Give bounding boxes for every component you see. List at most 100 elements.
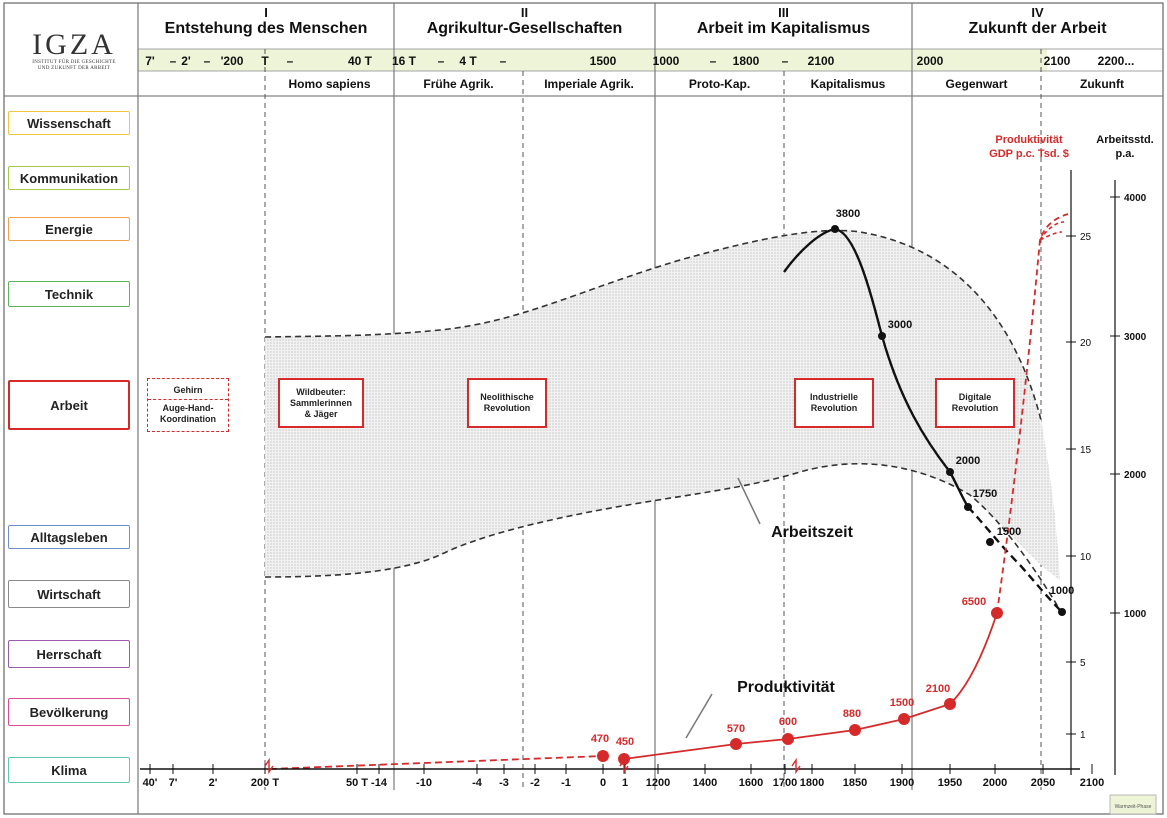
prod-label-2100: 2100 bbox=[926, 683, 950, 695]
time-row-item: 2100 bbox=[808, 54, 835, 68]
time-row-item: – bbox=[204, 54, 211, 68]
productivity-points bbox=[597, 607, 1003, 765]
era-2-title: Agrikultur-Gesellschaften bbox=[426, 20, 623, 37]
time-row-item: – bbox=[782, 54, 789, 68]
az-point-3000 bbox=[878, 332, 886, 340]
time-row-item: 40 T bbox=[348, 54, 373, 68]
bottom-tick-label: 2100 bbox=[1080, 777, 1104, 789]
category-energie: Energie bbox=[8, 217, 130, 241]
bottom-tick-label: 1700 bbox=[773, 777, 797, 789]
hours-tick-label: 3000 bbox=[1124, 332, 1147, 343]
time-row-item: – bbox=[170, 54, 177, 68]
data-labels: 470 450 570 600 880 1500 2100 6500 3800 … bbox=[591, 208, 1074, 748]
era-3-numeral: III bbox=[778, 5, 789, 20]
legend-swatch bbox=[1109, 794, 1157, 815]
time-row-item: – bbox=[287, 54, 294, 68]
bottom-tick-label: 0 bbox=[600, 777, 606, 789]
axis-break-3 bbox=[791, 757, 801, 775]
time-row-item: T bbox=[261, 54, 269, 68]
prod-tick-label: 1 bbox=[1080, 730, 1086, 741]
prod-label-600: 600 bbox=[779, 716, 797, 728]
time-row-item: 4 T bbox=[459, 54, 477, 68]
category-wirtschaft: Wirtschaft bbox=[8, 580, 130, 608]
time-row-item: 7' bbox=[145, 54, 155, 68]
time-row-item: – bbox=[710, 54, 717, 68]
time-row: 7' –2' – '200 T –40 T 16 T –4 T –1500 1000–1800–2… bbox=[145, 54, 1134, 68]
hours-tick-label: 2000 bbox=[1124, 470, 1147, 481]
arbeitszeit-label: Arbeitszeit bbox=[771, 524, 853, 541]
bottom-tick-label: 200 T bbox=[251, 777, 279, 789]
time-row-item: 16 T bbox=[392, 54, 417, 68]
bottom-tick-label: 1400 bbox=[693, 777, 717, 789]
bottom-tick-label: -14 bbox=[371, 777, 388, 789]
prod-point-570 bbox=[730, 738, 742, 750]
digitale-box: Digitale Revolution bbox=[935, 378, 1015, 428]
bottom-tick-label: 1950 bbox=[938, 777, 962, 789]
sub-period-fruehe-agrik: Frühe Agrik. bbox=[423, 77, 494, 91]
az-point-1500 bbox=[986, 538, 994, 546]
bottom-tick-label: -3 bbox=[499, 777, 509, 789]
bottom-tick-label: 1200 bbox=[646, 777, 670, 789]
productivity-axis-ticks: 25 20 15 10 5 1 bbox=[1066, 232, 1092, 741]
time-row-item: 1800 bbox=[733, 54, 760, 68]
bottom-tick-label: 2' bbox=[209, 777, 218, 789]
time-row-item: – bbox=[438, 54, 445, 68]
prod-label-6500: 6500 bbox=[962, 596, 986, 608]
productivity-future-branch-2 bbox=[1039, 231, 1063, 241]
neolithische-label-1: Neolithische bbox=[480, 392, 534, 402]
arbeitszeit-line-future bbox=[967, 506, 1063, 613]
prod-label-450: 450 bbox=[616, 736, 634, 748]
category-arbeit: Arbeit bbox=[8, 380, 130, 430]
prod-tick-label: 10 bbox=[1080, 552, 1092, 563]
igza-logo: IGZA INSTITUT FÜR DIE GESCHICHTE UND ZUK… bbox=[20, 30, 128, 72]
sub-period-kapitalismus: Kapitalismus bbox=[810, 77, 886, 91]
prod-point-1500 bbox=[898, 713, 910, 725]
arbeitszeit-band bbox=[265, 230, 1060, 580]
prod-label-470: 470 bbox=[591, 733, 609, 745]
prod-axis-title-2: GDP p.c. Tsd. $ bbox=[989, 148, 1069, 160]
prod-point-880 bbox=[849, 724, 861, 736]
bottom-tick-label: 1900 bbox=[890, 777, 914, 789]
era-1-title: Entstehung des Menschen bbox=[164, 20, 368, 37]
bottom-tick-label: 1850 bbox=[843, 777, 867, 789]
time-row-item: – bbox=[500, 54, 507, 68]
bottom-tick-label: 2050 bbox=[1031, 777, 1055, 789]
wildbeuter-label-3: & Jäger bbox=[304, 408, 338, 419]
az-label-3800: 3800 bbox=[836, 208, 860, 220]
az-point-1750 bbox=[964, 503, 972, 511]
prod-tick-label: 15 bbox=[1080, 445, 1092, 456]
time-row-item: '200 bbox=[221, 54, 244, 68]
category-klima: Klima bbox=[8, 757, 130, 783]
industrielle-box: Industrielle Revolution bbox=[794, 378, 874, 428]
bottom-tick-label: -1 bbox=[561, 777, 571, 789]
outer-frame bbox=[3, 2, 1164, 815]
auge-label-1: Auge-Hand- bbox=[162, 403, 214, 413]
prod-label-1500: 1500 bbox=[890, 697, 914, 709]
digitale-label-1: Digitale bbox=[958, 392, 992, 402]
arbeitszeit-upper-bound bbox=[264, 229, 1042, 421]
az-label-1500: 1500 bbox=[997, 526, 1021, 538]
hours-tick-label: 4000 bbox=[1124, 193, 1147, 204]
productivity-line-early bbox=[269, 755, 604, 770]
sub-period-homo-sapiens: Homo sapiens bbox=[288, 77, 371, 91]
gehirn-label: Gehirn bbox=[173, 385, 203, 395]
bottom-tick-label: -10 bbox=[416, 777, 432, 789]
az-label-2000: 2000 bbox=[956, 455, 980, 467]
category-bevölkerung: Bevölkerung bbox=[8, 698, 130, 726]
gehirn-box: Gehirn Auge-Hand- Koordination bbox=[147, 378, 229, 432]
time-row-item: 1500 bbox=[590, 54, 617, 68]
axis-break-1 bbox=[264, 757, 274, 775]
az-point-2000 bbox=[946, 468, 954, 476]
prod-label-570: 570 bbox=[727, 723, 745, 735]
wildbeuter-box: Wildbeuter: Sammlerinnen & Jäger bbox=[278, 378, 364, 428]
prod-point-470 bbox=[597, 750, 609, 762]
category-technik: Technik bbox=[8, 281, 130, 307]
bottom-axis-ticks: 40' 7' 2' 200 T 50 T -14 -10 -4 -3 -2 -1 0 1 1200 1400… bbox=[143, 764, 1104, 789]
produktivitaet-pointer bbox=[685, 693, 713, 739]
wildbeuter-label-2: Sammlerinnen bbox=[289, 397, 353, 408]
produktivitaet-label: Produktivität bbox=[737, 679, 835, 696]
bottom-tick-label: 40' bbox=[143, 777, 158, 789]
hours-axis-ticks: 4000 3000 2000 1000 bbox=[1110, 193, 1147, 620]
